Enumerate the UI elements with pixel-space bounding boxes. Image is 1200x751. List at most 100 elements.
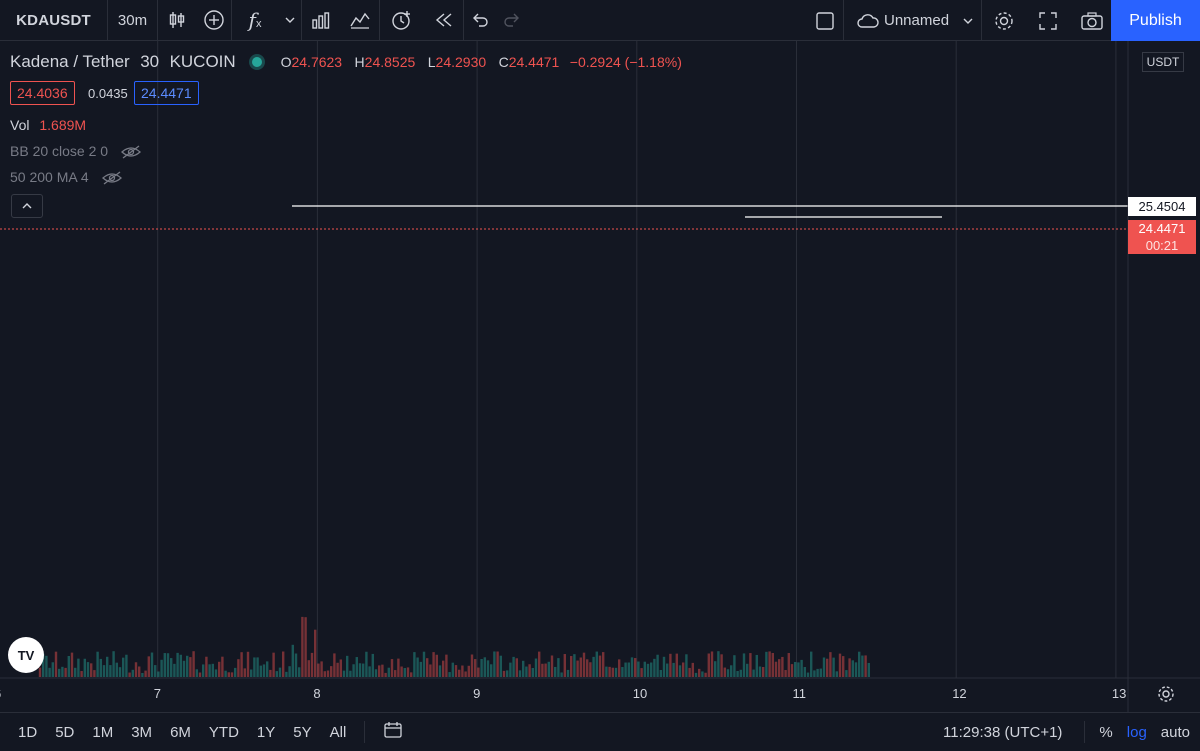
volume-bar — [333, 653, 336, 677]
legend-exchange: KUCOIN — [169, 52, 236, 71]
range-button[interactable]: 5Y — [293, 723, 312, 741]
volume-bar — [739, 669, 742, 677]
alert-clock-icon[interactable] — [380, 0, 424, 41]
volume-bar — [810, 651, 813, 677]
volume-bar — [675, 653, 678, 677]
legend-close-label: C — [498, 54, 509, 70]
publish-button[interactable]: Publish — [1111, 0, 1200, 41]
collapse-legend-button[interactable] — [11, 194, 43, 218]
volume-bar — [144, 670, 147, 677]
volume-bar — [605, 666, 608, 677]
hidden-eye-icon[interactable] — [120, 144, 142, 160]
volume-bar — [493, 651, 496, 677]
volume-bar — [643, 661, 646, 677]
divider — [1084, 721, 1086, 743]
legend-close-value: 24.4471 — [508, 54, 560, 70]
volume-bar — [230, 672, 234, 677]
volume-bar — [819, 668, 822, 677]
volume-bar — [163, 653, 166, 677]
date-range-calendar-icon[interactable] — [383, 721, 403, 743]
range-button[interactable]: 3M — [131, 723, 153, 741]
volume-bar — [566, 669, 570, 677]
volume-bar — [285, 671, 288, 677]
volume-bar — [486, 660, 490, 677]
hidden-eye-icon[interactable] — [101, 170, 123, 186]
range-button[interactable]: All — [329, 723, 347, 741]
range-button[interactable]: YTD — [208, 723, 239, 741]
volume-bar — [781, 656, 784, 677]
range-button[interactable]: 1D — [18, 723, 38, 741]
volume-bar — [586, 659, 589, 677]
log-scale-toggle[interactable]: log — [1126, 723, 1147, 741]
bb-indicator-legend[interactable]: BB 20 close 2 0 — [10, 143, 142, 160]
volume-bar — [749, 653, 752, 677]
volume-bar — [854, 662, 858, 677]
tradingview-logo[interactable]: TV — [8, 637, 44, 673]
axis-settings-gear-icon[interactable] — [1156, 684, 1176, 709]
volume-bar — [42, 653, 45, 677]
volume-bar — [365, 651, 368, 677]
range-button[interactable]: 1M — [92, 723, 114, 741]
volume-indicator-legend[interactable]: Vol 1.689M — [10, 117, 86, 133]
volume-bar — [170, 658, 173, 677]
timezone-clock[interactable]: 11:29:38 (UTC+1) — [943, 723, 1063, 741]
volume-bar — [278, 667, 282, 677]
market-status-icon[interactable] — [252, 57, 263, 68]
volume-bar — [573, 654, 576, 677]
layout-name-button[interactable]: Unnamed — [844, 0, 982, 41]
volume-bar — [186, 655, 189, 677]
bb-label: BB 20 close 2 0 — [10, 143, 109, 159]
range-button[interactable]: 5D — [55, 723, 75, 741]
volume-bar — [618, 659, 621, 677]
settings-gear-icon[interactable] — [982, 0, 1026, 41]
sell-price-box[interactable]: 24.4036 — [10, 81, 75, 105]
legend-pair-name[interactable]: Kadena / Tether — [10, 52, 130, 71]
interval-button[interactable]: 30m — [108, 0, 158, 41]
redo-icon[interactable] — [496, 0, 528, 41]
volume-bar — [826, 658, 829, 677]
volume-bar — [701, 671, 704, 677]
buy-price-box[interactable]: 24.4471 — [134, 81, 199, 105]
ma-indicator-legend[interactable]: 50 200 MA 4 — [10, 169, 123, 186]
volume-bar — [128, 672, 131, 677]
volume-bar — [458, 669, 461, 677]
bar-chart-icon[interactable] — [302, 0, 340, 41]
price-axis[interactable]: 34.000032.000030.000028.000026.000022.00… — [1128, 41, 1200, 678]
volume-bar — [621, 667, 624, 677]
volume-bar — [154, 665, 157, 677]
volume-bar — [653, 658, 656, 677]
volume-bar — [288, 666, 291, 677]
replay-icon[interactable] — [424, 0, 464, 41]
expand-icon[interactable] — [1026, 0, 1070, 41]
undo-icon[interactable] — [464, 0, 496, 41]
candles-icon[interactable] — [158, 0, 196, 41]
volume-bar — [557, 658, 560, 677]
fullscreen-toggle-icon[interactable] — [806, 0, 844, 41]
chevron-down-icon[interactable] — [278, 0, 302, 41]
volume-bar — [173, 663, 176, 677]
volume-bar — [506, 670, 509, 677]
range-button[interactable]: 6M — [170, 723, 191, 741]
volume-bar — [291, 644, 294, 677]
symbol-search-button[interactable]: KDAUSDT — [0, 0, 108, 41]
percent-scale-toggle[interactable]: % — [1099, 723, 1113, 741]
templates-icon[interactable] — [340, 0, 380, 41]
volume-bar — [496, 651, 499, 677]
toolbar-right-group: Unnamed — [806, 0, 1114, 41]
volume-bar — [736, 670, 739, 677]
volume-bar — [589, 662, 592, 677]
volume-bar — [390, 659, 394, 677]
auto-scale-toggle[interactable]: auto — [1160, 723, 1190, 741]
price-chart[interactable] — [0, 41, 1200, 712]
volume-bar — [650, 662, 653, 677]
volume-bar — [394, 670, 397, 677]
volume-bar — [301, 616, 304, 677]
volume-bar — [694, 672, 698, 677]
volume-bar — [307, 660, 310, 677]
volume-bar — [342, 670, 346, 677]
compare-icon[interactable] — [196, 0, 232, 41]
range-button[interactable]: 1Y — [256, 723, 276, 741]
camera-icon[interactable] — [1070, 0, 1114, 41]
volume-bar — [461, 665, 464, 677]
